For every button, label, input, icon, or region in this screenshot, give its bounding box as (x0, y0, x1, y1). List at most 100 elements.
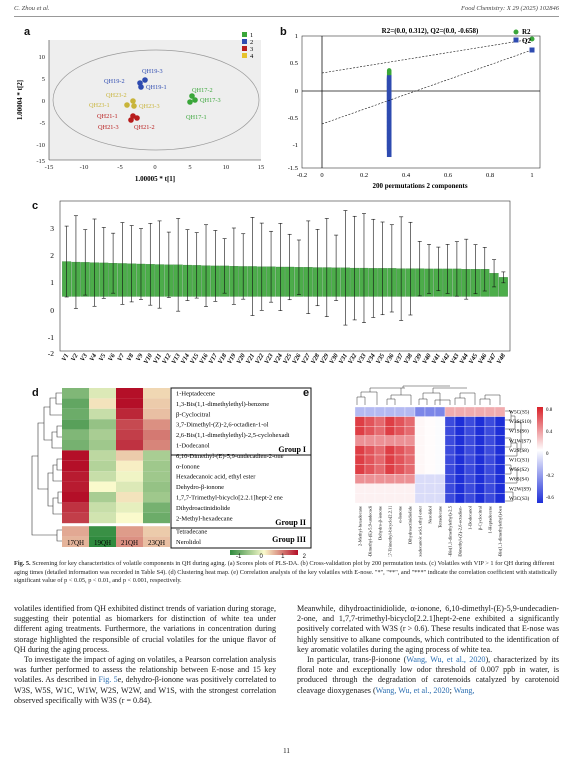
correlation-cell (354, 445, 366, 456)
group-label: Group II (275, 518, 306, 527)
x-tick-label: V45 (468, 352, 480, 366)
x-tick-label: V34 (366, 352, 378, 366)
heatmap-cell (89, 481, 116, 492)
x-tick-label: V39 (412, 352, 424, 366)
caption-text: Screening for key characteristics of vol… (14, 560, 558, 585)
figure-link[interactable]: Fig. 5 (98, 675, 118, 685)
correlation-cell (474, 474, 486, 484)
legend-label: 1 (250, 32, 253, 39)
correlation-cell (374, 435, 386, 446)
x-tick-label: V40 (421, 352, 433, 366)
correlation-cell (434, 454, 446, 465)
compound-label: Nerolidol (176, 539, 201, 546)
score-point (128, 117, 134, 123)
y-tick: 1 (50, 278, 54, 287)
heatmap-cell (116, 502, 143, 513)
heatmap-cell (62, 502, 89, 513)
heatmap-cell (116, 419, 143, 430)
correlation-cell (494, 445, 506, 456)
correlation-cell (434, 435, 446, 446)
y-tick: -1 (293, 142, 298, 149)
column-label: 19QH (94, 539, 111, 547)
point-label: QH21-3 (98, 124, 119, 131)
heatmap-cell (116, 429, 143, 440)
y-tick: -1 (48, 333, 54, 342)
correlation-cell (414, 426, 426, 436)
x-tick-label: V3 (79, 352, 89, 363)
heatmap-cell (143, 419, 170, 430)
heatmap-cell (143, 450, 170, 461)
x-tick-label: V43 (449, 352, 461, 366)
compound-label: α-Ionone (176, 463, 200, 470)
x-tick: 0.6 (444, 172, 453, 179)
text-run: ; (449, 685, 454, 695)
x-tick: 10 (223, 164, 230, 171)
volatile-label: 2,6-Bis(1,1-dimethylethyl)-2,5 (448, 505, 454, 557)
heatmap-cell (116, 440, 143, 451)
scale-tick: 2 (302, 554, 306, 560)
correlation-cell (374, 445, 386, 456)
correlation-cell (444, 493, 456, 504)
correlation-cell (484, 483, 496, 494)
text-run: To investigate the impact of aging on vo… (14, 655, 276, 685)
correlation-cell (384, 474, 396, 484)
correlation-cell (454, 406, 466, 417)
body-column-right: Meanwhile, dihydroactinidiolide, α-ionon… (297, 604, 559, 696)
heatmap-cell (89, 492, 116, 503)
heatmap-scale-ticks: -1 0 1 2 (236, 554, 306, 560)
correlation-cell (494, 406, 506, 417)
heatmap-cell (89, 419, 116, 430)
score-point (130, 98, 136, 104)
heatmap-cell (143, 440, 170, 451)
correlation-cell (354, 406, 366, 417)
sensor-label: W1W(S7) (509, 437, 531, 444)
correlation-cell (364, 426, 376, 436)
panel-b-letter: b (280, 26, 287, 38)
paragraph: volatiles identified from QH exhibited d… (14, 604, 276, 654)
x-tick: 0 (153, 164, 156, 171)
x-tick-label: V5 (98, 352, 108, 363)
score-point (192, 97, 198, 103)
correlation-cell (474, 483, 486, 494)
scale-tick: 0 (546, 452, 549, 457)
citation-link[interactable]: Wang, (453, 685, 475, 695)
x-tick-label: V28 (310, 352, 322, 366)
x-tick-label: V44 (458, 352, 470, 366)
x-tick-label: V23 (263, 352, 275, 366)
correlation-cell (354, 435, 366, 446)
citation-link[interactable]: Wang, Wu, et al., 2020 (406, 655, 486, 665)
compound-label: 1,3-Bis(1,1-dimethylethyl)-benzene (176, 401, 269, 408)
heatmap-cell (62, 512, 89, 524)
y-tick: -2 (48, 349, 54, 358)
correlation-cell (464, 435, 476, 446)
correlation-cell (444, 474, 456, 484)
row-labels: 1-Heptadecene 1,3-Bis(1,1-dimethylethyl)-… (176, 391, 290, 547)
correlation-cell (374, 454, 386, 465)
correlation-cell (474, 464, 486, 475)
correlation-cell (404, 493, 416, 504)
x-tick-label: V48 (496, 352, 508, 366)
correlation-cell (444, 435, 456, 446)
score-point (187, 99, 193, 105)
correlation-cell (484, 464, 496, 475)
compound-label: Hexadecanoic acid, ethyl ester (176, 474, 256, 481)
legend-label: R2 (522, 28, 531, 36)
citation-link[interactable]: Wang, Wu, et al., 2020 (375, 685, 450, 695)
heatmap-cell (89, 450, 116, 461)
x-tick-label: V7 (116, 352, 126, 363)
correlation-cell (394, 493, 406, 504)
x-tick-label: V18 (217, 352, 229, 366)
heatmap-cell (62, 408, 89, 420)
correlation-cell (424, 426, 436, 436)
heatmap-cell (143, 429, 170, 440)
correlation-cell (464, 474, 476, 484)
score-point (189, 93, 195, 99)
correlation-cell (424, 454, 436, 465)
correlation-cell (454, 474, 466, 484)
x-tick-label: V4 (88, 352, 98, 363)
point-label: QH21-1 (97, 113, 118, 120)
correlation-cell (474, 493, 486, 504)
figure-caption: Fig. 5. Screening for key characteristic… (14, 560, 559, 586)
scale-tick: -1 (236, 554, 242, 560)
score-point (131, 103, 137, 109)
